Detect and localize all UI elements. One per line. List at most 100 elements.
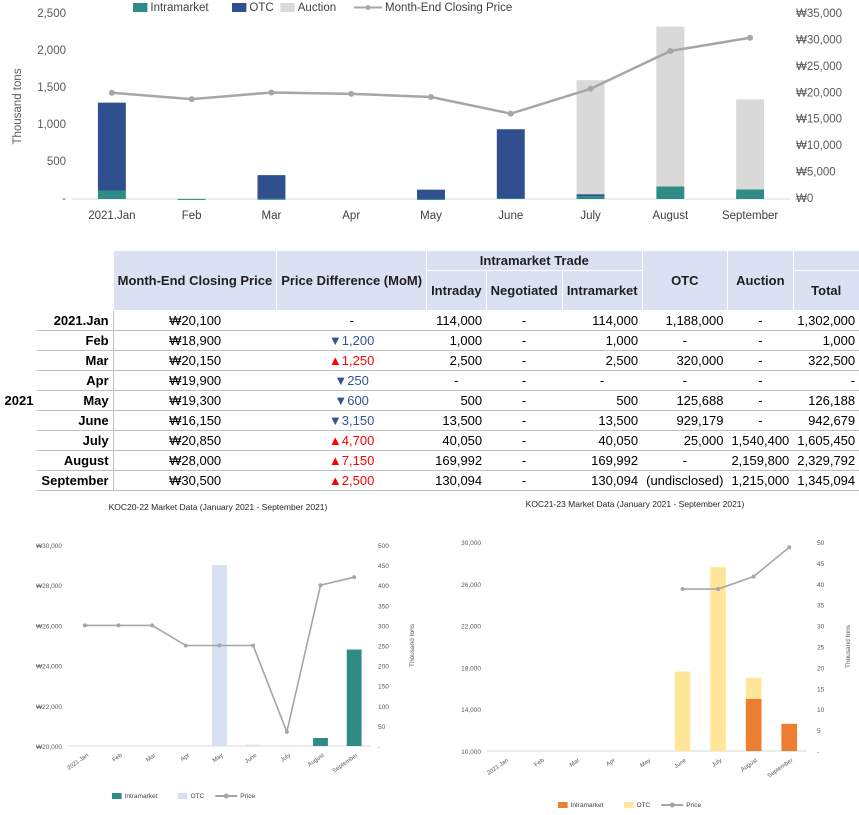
legend-line-marker	[669, 802, 675, 808]
y2-tick-label: 20	[817, 665, 825, 672]
bar-otc	[212, 565, 227, 746]
header-intramarket: Intramarket	[561, 270, 643, 311]
month-cell: August	[37, 450, 114, 471]
y2-axis-title: Thousand tons	[845, 624, 852, 668]
price-diff-cell: ▲2,500	[276, 470, 427, 491]
price-point	[716, 587, 721, 592]
y2-tick-label: -	[378, 744, 380, 751]
bar-otc	[245, 744, 261, 746]
price-diff-cell: ▲7,150	[276, 450, 427, 471]
legend-swatch	[112, 793, 122, 799]
bar-otc	[417, 189, 445, 199]
price-diff-cell: ▲4,700	[276, 430, 427, 451]
intramarket-cell: 2,500	[562, 350, 643, 371]
intramarket-cell: 169,992	[562, 450, 643, 471]
otc-cell: 125,688	[642, 390, 728, 411]
bar-otc	[279, 745, 295, 747]
table-row: Apr ₩19,900 ▼250- - - - - -	[1, 370, 859, 391]
y-tick-label: ₩28,000	[36, 583, 62, 590]
y2-tick-label: 15	[817, 686, 825, 693]
price-point	[150, 623, 155, 628]
table-row: Mar ₩20,150 ▲1,250 2,500-2,500 320,000-322,5…	[1, 350, 859, 371]
price-point	[318, 583, 323, 588]
y-tick-label: -	[62, 193, 66, 205]
y2-tick-label: ₩25,000	[796, 61, 842, 73]
month-cell: May	[37, 390, 114, 411]
otc-cell: 25,000	[642, 430, 728, 451]
negotiated-cell: -	[486, 430, 563, 451]
legend-swatch	[133, 3, 148, 12]
x-tick-label: August	[740, 758, 759, 774]
x-tick-label: July	[280, 753, 292, 764]
bar-otc	[496, 129, 525, 199]
y-tick-label: ₩22,000	[36, 704, 62, 711]
y2-tick-label: 200	[378, 664, 389, 671]
x-tick-label: Feb	[182, 210, 202, 222]
y2-tick-label: ₩5,000	[796, 167, 836, 179]
month-cell: September	[37, 470, 114, 491]
intramarket-cell: 40,050	[562, 430, 643, 451]
bar-otc	[576, 194, 605, 197]
negotiated-cell: -	[486, 410, 563, 431]
intraday-cell: 169,992	[426, 450, 487, 471]
price-point	[587, 85, 594, 92]
intramarket-cell: 130,094	[562, 470, 643, 491]
x-tick-label: August	[307, 753, 326, 769]
negotiated-cell: -	[486, 450, 563, 471]
auction-cell: 1,215,000	[727, 470, 794, 491]
intraday-cell: -	[426, 370, 487, 391]
intramarket-cell: 114,000	[562, 310, 643, 331]
price-point	[747, 34, 754, 41]
y-tick-label: 14,000	[461, 707, 481, 714]
legend-label: Intramarket	[125, 793, 158, 800]
y2-tick-label: ₩0	[796, 193, 813, 205]
bar-intramarket	[745, 698, 762, 751]
price-point	[751, 574, 756, 579]
total-cell: 1,302,000	[793, 310, 859, 331]
y2-tick-label: ₩15,000	[796, 114, 842, 126]
total-cell: 942,679	[793, 410, 859, 431]
header-otc: OTC	[641, 250, 728, 311]
y2-tick-label: ₩30,000	[796, 34, 842, 46]
table-row: May ₩19,300 ▼600 500-500 125,688-126,188	[1, 390, 859, 411]
x-tick-label: July	[711, 758, 723, 769]
x-tick-label: June	[498, 210, 523, 222]
koc20-22-chart: KOC20-22 Market Data (January 2021 - Sep…	[36, 502, 416, 800]
closing-price-cell: ₩20,100	[113, 310, 277, 331]
bar-otc	[710, 567, 726, 751]
month-cell: Feb	[37, 330, 114, 351]
y2-tick-label: -	[817, 749, 819, 756]
price-point	[82, 623, 87, 628]
price-diff-cell: ▼1,200	[276, 330, 427, 351]
bar-auction	[736, 99, 765, 190]
y2-tick-label: 100	[378, 704, 389, 711]
y2-tick-label: 35	[817, 603, 825, 610]
total-cell: 1,345,094	[793, 470, 859, 491]
price-diff-cell: ▼3,150	[276, 410, 427, 431]
intraday-cell: 500	[426, 390, 487, 411]
total-cell: -	[793, 370, 859, 391]
negotiated-cell: -	[486, 390, 563, 411]
legend-label: Price	[686, 802, 701, 809]
y-tick-label: 1,000	[37, 119, 66, 131]
y-tick-label: 22,000	[461, 624, 481, 631]
y2-tick-label: 45	[817, 561, 825, 568]
main-market-chart: - 500 1,000 1,500 2,000 2,500 ₩0 ₩5,000 ₩10,000 ₩…	[12, 2, 842, 222]
price-point	[348, 90, 355, 97]
intramarket-cell: 13,500	[562, 410, 643, 431]
trade-table: Month-End Closing Price Price Difference…	[0, 250, 859, 491]
y2-tick-label: 50	[378, 724, 386, 731]
price-diff-cell: ▼250	[276, 370, 427, 391]
x-tick-label: July	[580, 210, 601, 222]
x-tick-label: September	[332, 753, 359, 775]
price-point	[268, 89, 275, 96]
otc-cell: 320,000	[642, 350, 728, 371]
x-tick-label: September	[722, 210, 778, 222]
price-point	[352, 575, 357, 580]
intraday-cell: 114,000	[426, 310, 487, 331]
x-tick-label: Feb	[534, 757, 546, 768]
y2-tick-label: 350	[378, 603, 389, 610]
legend-swatch	[623, 802, 634, 808]
y2-tick-label: 300	[378, 623, 389, 630]
intraday-cell: 40,050	[426, 430, 487, 451]
